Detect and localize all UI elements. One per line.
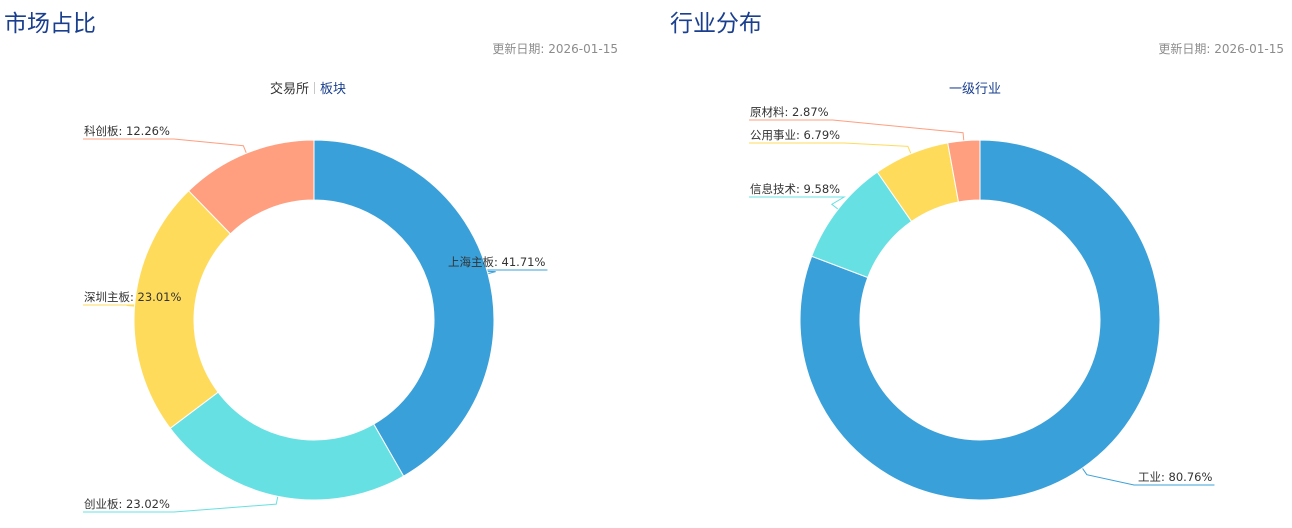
slice-label-market-2: 深圳主板: 23.01% (84, 290, 181, 304)
slice-label-market-0: 上海主板: 41.71% (448, 255, 545, 269)
tab-exchange[interactable]: 交易所 (270, 82, 310, 97)
donut-slice-market-2[interactable] (133, 190, 232, 429)
donut-slice-industry-3[interactable] (947, 139, 981, 203)
industry-distribution-donut-chart: 工业: 80.76% 信息技术: 9.58% 公用事业: 6.79% 原材料: 2.8… (749, 105, 1215, 501)
industry-distribution-title: 行业分布 (670, 11, 762, 37)
slice-label-industry-2: 公用事业: 6.79% (750, 128, 840, 142)
slice-label-market-1: 创业板: 23.02% (84, 497, 170, 511)
donut-slice-market-3[interactable] (187, 139, 315, 235)
market-tabs: 交易所 板块 (270, 78, 346, 97)
donut-slice-market-0[interactable] (313, 139, 495, 477)
tab-sector[interactable]: 板块 (320, 82, 347, 97)
slice-label-industry-3: 原材料: 2.87% (750, 105, 829, 119)
slice-label-industry-1: 信息技术: 9.58% (750, 182, 840, 196)
market-share-title: 市场占比 (4, 11, 96, 37)
market-update-date: 更新日期: 2026-01-15 (492, 42, 618, 56)
donut-slice-market-1[interactable] (169, 391, 405, 501)
tab-level1-industry[interactable]: 一级行业 (949, 82, 1002, 97)
industry-update-date: 更新日期: 2026-01-15 (1158, 42, 1284, 56)
industry-distribution-panel: 行业分布 更新日期: 2026-01-15 一级行业 工业: 80.76% 信息技… (646, 0, 1292, 528)
market-share-donut-chart: 上海主板: 41.71% 创业板: 23.02% 深圳主板: 23.01% 科创板: … (83, 124, 548, 513)
tab-divider (314, 82, 316, 94)
slice-label-market-3: 科创板: 12.26% (84, 124, 170, 138)
slice-label-industry-0: 工业: 80.76% (1138, 470, 1212, 484)
donut-slice-industry-0[interactable] (799, 139, 1161, 501)
industry-tabs: 一级行业 (949, 78, 1001, 97)
market-share-panel: 市场占比 更新日期: 2026-01-15 交易所 板块 上海主板: 41.71%… (4, 11, 618, 513)
